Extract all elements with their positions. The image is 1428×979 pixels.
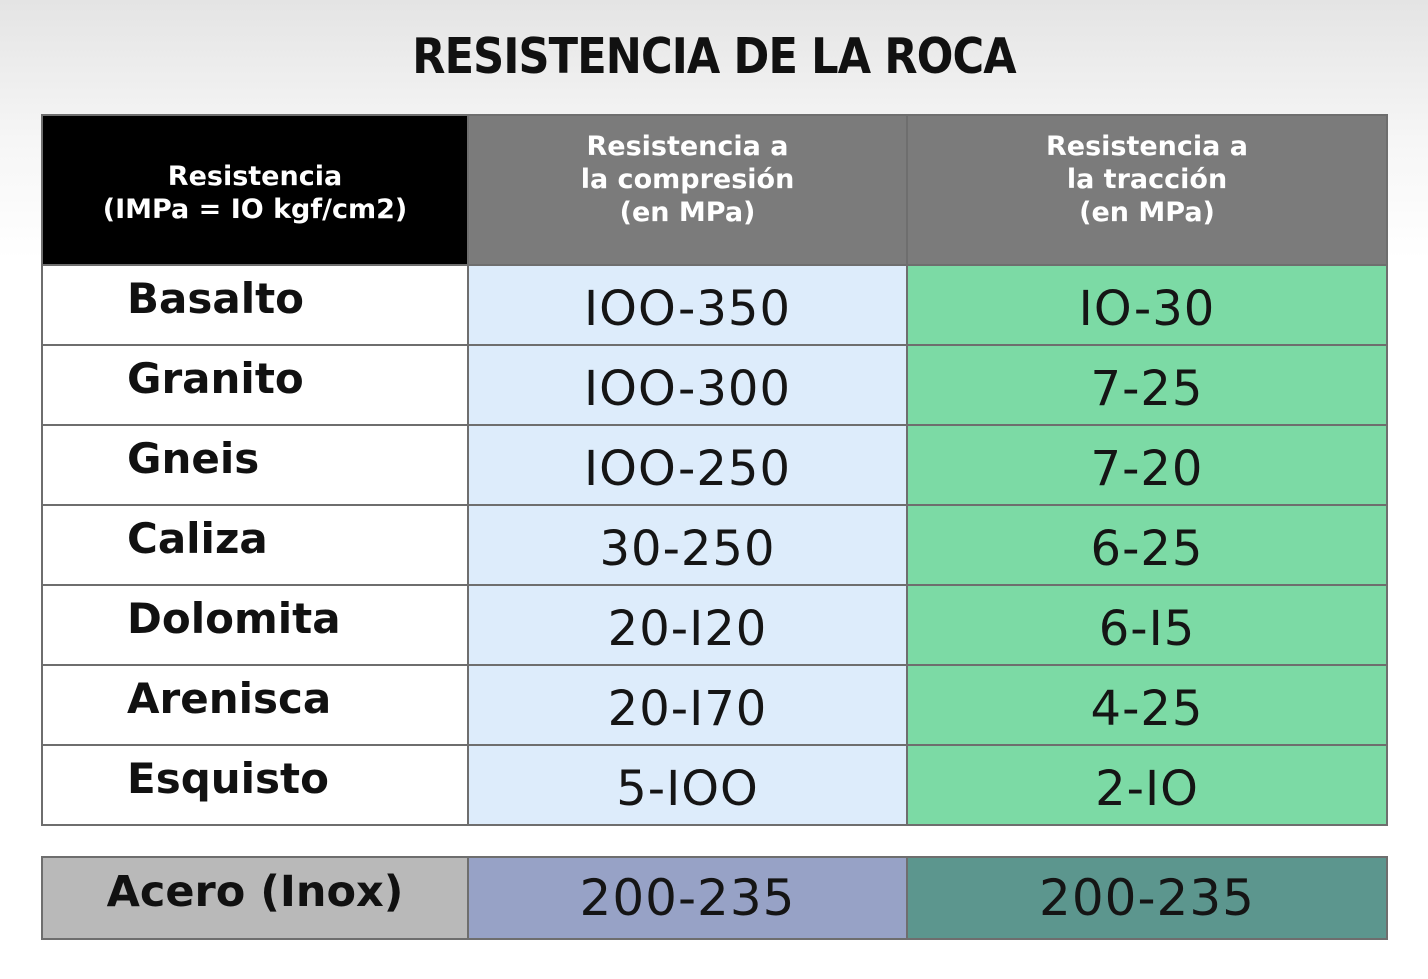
header-compression-line-1: Resistencia a <box>586 131 789 162</box>
header-traction: Resistencia a la tracción (en MPa) <box>906 114 1388 266</box>
steel-compression-value: 200-235 <box>467 856 908 940</box>
header-traction-line-1: Resistencia a <box>1045 131 1249 162</box>
header-traction-line-3: (en MPa) <box>1079 197 1215 228</box>
compression-value: IOO-300 <box>467 344 908 426</box>
rock-name: Dolomita <box>41 584 469 666</box>
table-header-row: Resistencia (IMPa = IO kgf/cm2) Resisten… <box>41 114 1388 266</box>
rock-strength-table: Resistencia (IMPa = IO kgf/cm2) Resisten… <box>41 114 1388 826</box>
steel-comparison-table: Acero (Inox) 200-235 200-235 <box>41 856 1388 940</box>
compression-value: IOO-350 <box>467 264 908 346</box>
rock-name: Basalto <box>41 264 469 346</box>
traction-value: 7-25 <box>906 344 1388 426</box>
header-resistance-line-2: (IMPa = IO kgf/cm2) <box>102 194 408 225</box>
compression-value: 20-I20 <box>467 584 908 666</box>
table-row: Esquisto 5-IOO 2-IO <box>41 744 1388 826</box>
rock-name: Caliza <box>41 504 469 586</box>
traction-value: 7-20 <box>906 424 1388 506</box>
steel-label: Acero (Inox) <box>41 856 469 940</box>
rock-name: Arenisca <box>41 664 469 746</box>
page-title: RESISTENCIA DE LA ROCA <box>412 28 1016 85</box>
compression-value: 20-I70 <box>467 664 908 746</box>
compression-value: IOO-250 <box>467 424 908 506</box>
header-resistance-line-1: Resistencia <box>167 161 343 192</box>
table-row: Dolomita 20-I20 6-I5 <box>41 584 1388 666</box>
compression-value: 5-IOO <box>467 744 908 826</box>
rock-name: Esquisto <box>41 744 469 826</box>
compression-value: 30-250 <box>467 504 908 586</box>
traction-value: 4-25 <box>906 664 1388 746</box>
traction-value: IO-30 <box>906 264 1388 346</box>
traction-value: 6-I5 <box>906 584 1388 666</box>
rock-name: Granito <box>41 344 469 426</box>
rock-name: Gneis <box>41 424 469 506</box>
table-row: Granito IOO-300 7-25 <box>41 344 1388 426</box>
header-traction-line-2: la tracción <box>1066 164 1228 195</box>
header-compression-line-3: (en MPa) <box>619 197 756 228</box>
table-row: Arenisca 20-I70 4-25 <box>41 664 1388 746</box>
traction-value: 6-25 <box>906 504 1388 586</box>
traction-value: 2-IO <box>906 744 1388 826</box>
header-resistance: Resistencia (IMPa = IO kgf/cm2) <box>41 114 469 266</box>
header-compression: Resistencia a la compresión (en MPa) <box>467 114 908 266</box>
table-row: Gneis IOO-250 7-20 <box>41 424 1388 506</box>
steel-traction-value: 200-235 <box>906 856 1388 940</box>
table-row: Caliza 30-250 6-25 <box>41 504 1388 586</box>
table-row: Basalto IOO-350 IO-30 <box>41 264 1388 346</box>
header-compression-line-2: la compresión <box>580 164 795 195</box>
steel-row: Acero (Inox) 200-235 200-235 <box>41 856 1388 940</box>
